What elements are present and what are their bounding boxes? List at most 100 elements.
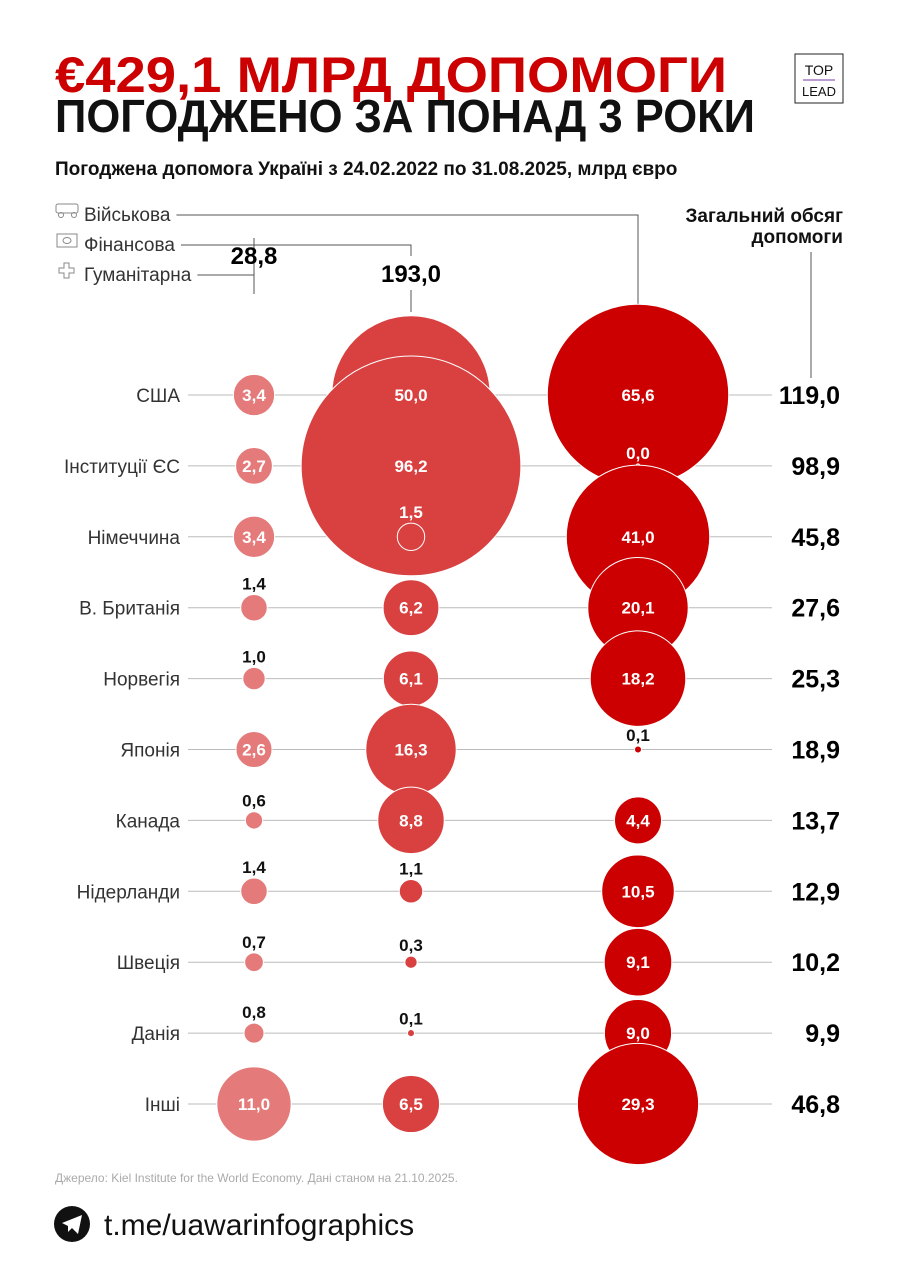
bubble — [576, 1042, 700, 1166]
bubble-label: 65,6 — [621, 386, 654, 405]
bubble-label: 96,2 — [394, 457, 427, 476]
total-value: 9,9 — [805, 1020, 840, 1048]
row-5: Японія 18,9 — [120, 737, 840, 765]
legend-connector — [176, 214, 639, 315]
bubble-label: 16,3 — [394, 741, 427, 760]
bubble-label: 1,4 — [242, 574, 266, 593]
country-label: США — [136, 386, 180, 407]
bubble-label: 0,1 — [399, 1010, 423, 1029]
bubble — [381, 1074, 441, 1134]
bubble-label: 6,5 — [399, 1095, 423, 1114]
bubble-label: 8,8 — [399, 811, 423, 830]
series-total: 28,8 — [231, 243, 278, 270]
country-label: Нідерланди — [77, 882, 180, 903]
total-value: 98,9 — [791, 453, 840, 481]
bubble-label: 1,0 — [242, 647, 266, 666]
country-label: Швеція — [117, 953, 180, 974]
source-note: Джерело: Kiel Institute for the World Ec… — [55, 1171, 458, 1185]
country-label: Данія — [132, 1024, 180, 1045]
bubble — [244, 811, 264, 830]
row-6: Канада 13,7 — [116, 807, 840, 835]
row-3: В. Британія 27,6 — [79, 595, 840, 623]
total-value: 10,2 — [791, 949, 840, 977]
legend-item-1: Фінансова 193,0 — [56, 233, 441, 312]
bubble — [614, 796, 662, 845]
bubble-label: 9,0 — [626, 1024, 650, 1043]
country-label: Німеччина — [88, 528, 181, 549]
bubble-label: 18,2 — [621, 670, 654, 689]
legend-connector — [180, 244, 412, 256]
bubble — [243, 1022, 265, 1044]
bubble — [216, 1066, 292, 1142]
row-9: Данія 9,9 — [132, 1020, 840, 1048]
bubble-label: 0,8 — [242, 1003, 266, 1022]
bubble-label: 6,1 — [399, 670, 423, 689]
bubble-label: 20,1 — [621, 599, 654, 618]
country-label: Канада — [116, 811, 181, 832]
legend-item-0: Гуманітарна 28,8 — [58, 238, 278, 294]
bubble — [242, 666, 266, 691]
bubble-label: 6,2 — [399, 599, 423, 618]
bubble-label: 2,6 — [242, 741, 266, 760]
total-value: 119,0 — [779, 382, 840, 410]
legend-label: Фінансова — [84, 235, 175, 256]
total-value: 27,6 — [791, 595, 840, 623]
totals-header-line-2: допомоги — [751, 227, 843, 248]
series-total: 193,0 — [381, 261, 441, 288]
bubble-label: 0,7 — [242, 933, 266, 952]
total-value: 12,9 — [791, 878, 840, 906]
row-8: Швеція 10,2 — [117, 949, 840, 977]
country-label: Інституції ЄС — [64, 457, 180, 478]
bubble-label: 9,1 — [626, 953, 650, 972]
telegram-link[interactable]: t.me/uawarinfographics — [54, 1206, 414, 1242]
bubble-label: 3,4 — [242, 386, 266, 405]
bubble-label: 10,5 — [621, 882, 654, 901]
bubble — [244, 952, 264, 973]
bubble-label: 4,4 — [626, 811, 650, 830]
bubble-label: 3,4 — [242, 528, 266, 547]
bubble — [232, 515, 276, 558]
bubble-label: 50,0 — [394, 386, 427, 405]
total-value: 18,9 — [791, 737, 840, 765]
bubble — [382, 579, 440, 637]
bubble-label: 0,0 — [626, 444, 650, 463]
totals-header-line-1: Загальний обсяг — [686, 206, 844, 227]
title-line-2: ПОГОДЖЕНО ЗА ПОНАД 3 РОКИ — [55, 90, 755, 142]
bubble — [396, 522, 426, 552]
bubble-label: 0,1 — [626, 726, 650, 745]
bubble — [235, 730, 273, 769]
bubble — [633, 745, 643, 754]
military-vehicle-icon — [55, 203, 79, 218]
bubble-label: 11,0 — [238, 1095, 270, 1114]
total-value: 25,3 — [791, 666, 840, 694]
legend-label: Військова — [84, 205, 171, 226]
bubble — [398, 879, 424, 904]
bubble — [300, 355, 522, 577]
country-label: В. Британія — [79, 599, 180, 620]
bubble — [601, 854, 675, 929]
title-line-1: €429,1 МЛРД ДОПОМОГИ — [55, 47, 727, 103]
bubbles — [216, 303, 730, 1166]
cross-icon — [58, 262, 75, 279]
bubble — [232, 373, 276, 417]
bubble-label: 41,0 — [621, 528, 654, 547]
total-value: 46,8 — [791, 1091, 840, 1119]
bubble — [235, 446, 273, 485]
bubble-label: 1,4 — [242, 858, 266, 877]
logo-top: TOP — [805, 62, 834, 78]
bubble-label: 29,3 — [621, 1095, 654, 1114]
bubble — [406, 1029, 416, 1038]
bubble — [603, 927, 673, 997]
telegram-link-text[interactable]: t.me/uawarinfographics — [104, 1209, 414, 1242]
total-value: 45,8 — [791, 524, 840, 552]
banknote-icon — [56, 233, 78, 248]
row-7: Нідерланди 12,9 — [77, 878, 840, 906]
telegram-plane-glyph — [62, 1215, 82, 1234]
total-value: 13,7 — [791, 807, 840, 835]
bubble-labels: 3,4 2,7 3,4 1,4 1,0 2,6 0,6 1,4 0,7 0,8 11,0 50,0 96… — [238, 386, 655, 1114]
bubble — [240, 593, 268, 622]
country-label: Інші — [145, 1095, 180, 1116]
bubble — [589, 630, 687, 727]
legend-label: Гуманітарна — [84, 265, 192, 286]
